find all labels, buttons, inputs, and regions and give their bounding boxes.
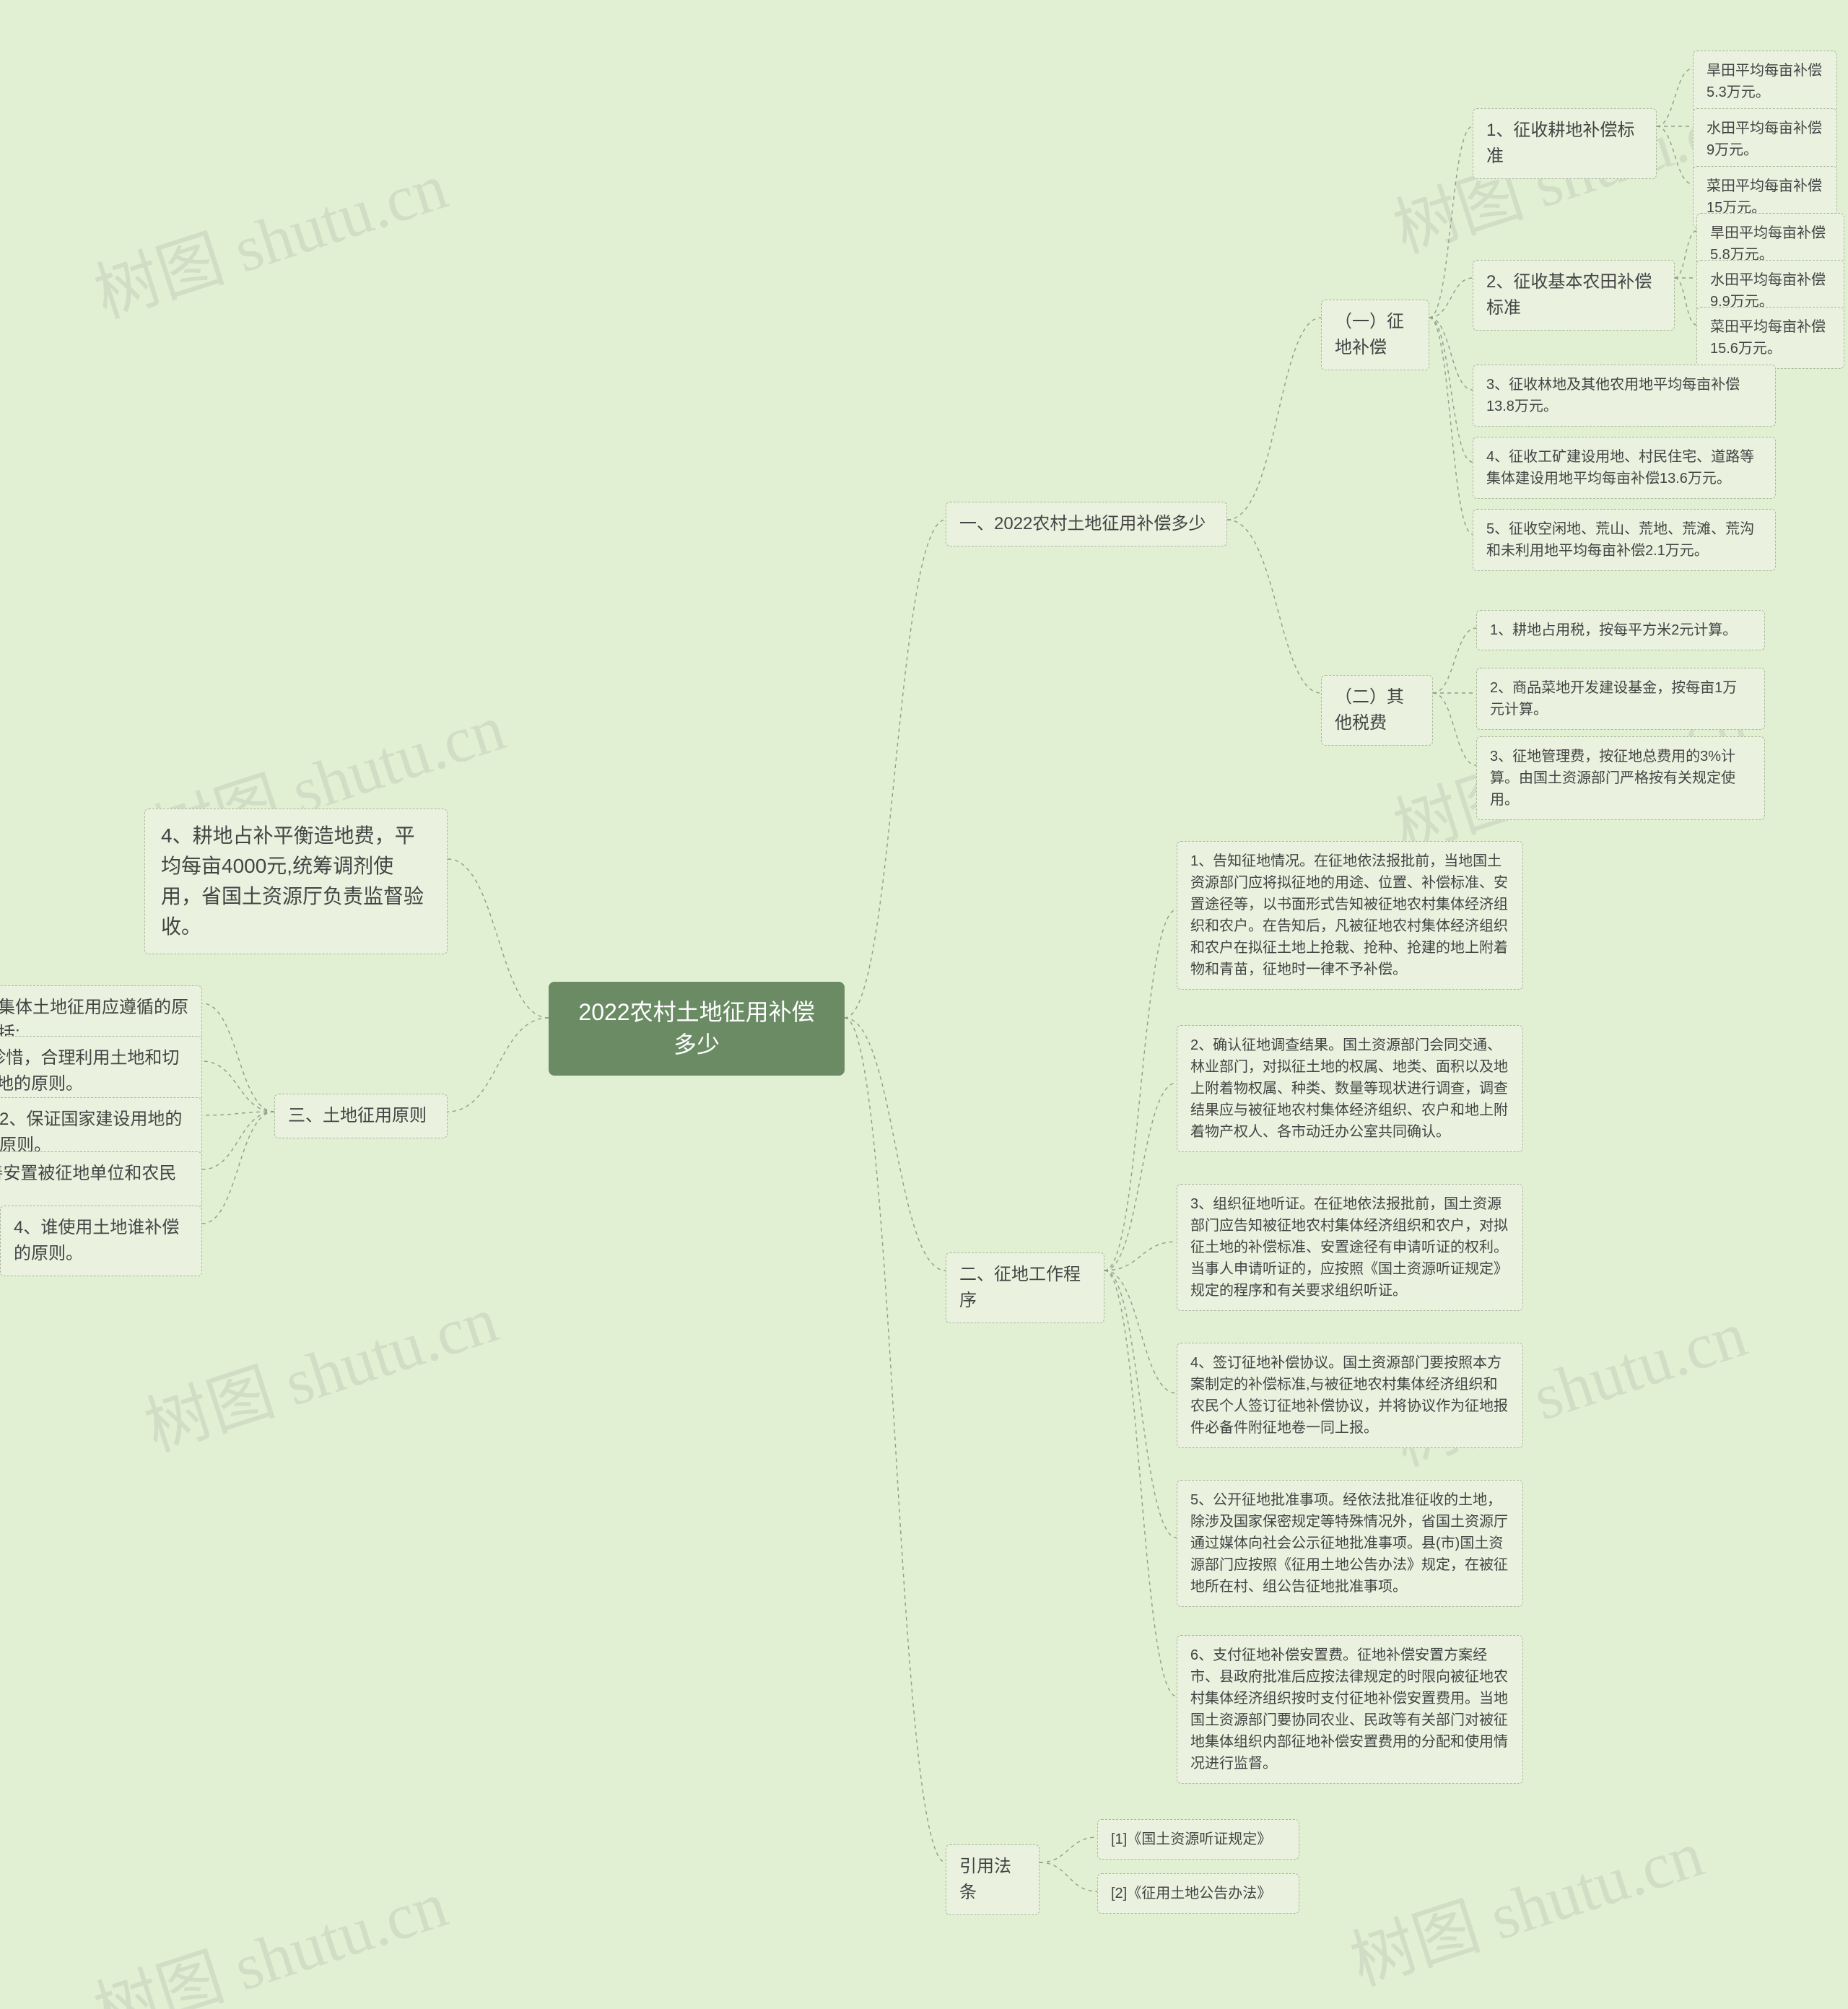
node-cite-2[interactable]: [2]《征用土地公告办法》 xyxy=(1097,1873,1299,1914)
node-s1-1-2-c[interactable]: 菜田平均每亩补偿15.6万元。 xyxy=(1696,307,1844,369)
watermark: 树图 shutu.cn xyxy=(81,1852,456,2009)
node-s3-4[interactable]: 4、谁使用土地谁补偿的原则。 xyxy=(0,1206,202,1276)
watermark: 树图 shutu.cn xyxy=(1337,1801,1712,2003)
node-s2[interactable]: 二、征地工作程序 xyxy=(946,1252,1104,1323)
node-s1-1-3[interactable]: 3、征收林地及其他农用地平均每亩补偿13.8万元。 xyxy=(1473,365,1776,427)
node-s3[interactable]: 三、土地征用原则 xyxy=(274,1094,448,1138)
node-s1-2-2[interactable]: 2、商品菜地开发建设基金，按每亩1万元计算。 xyxy=(1476,668,1765,730)
node-s1-1-4[interactable]: 4、征收工矿建设用地、村民住宅、道路等集体建设用地平均每亩补偿13.6万元。 xyxy=(1473,437,1776,499)
node-s2-1[interactable]: 1、告知征地情况。在征地依法报批前，当地国土资源部门应将拟征地的用途、位置、补偿… xyxy=(1177,841,1523,990)
node-cite-1[interactable]: [1]《国土资源听证规定》 xyxy=(1097,1819,1299,1860)
node-s2-3[interactable]: 3、组织征地听证。在征地依法报批前，国土资源部门应告知被征地农村集体经济组织和农… xyxy=(1177,1184,1523,1311)
node-s1-1-1[interactable]: 1、征收耕地补偿标准 xyxy=(1473,108,1657,179)
node-s2-4[interactable]: 4、签订征地补偿协议。国土资源部门要按照本方案制定的补偿标准,与被征地农村集体经… xyxy=(1177,1343,1523,1448)
watermark: 树图 shutu.cn xyxy=(131,1267,507,1469)
node-s1-1[interactable]: （一）征地补偿 xyxy=(1321,300,1429,370)
node-s1-1-1-a[interactable]: 旱田平均每亩补偿5.3万元。 xyxy=(1693,51,1837,113)
node-s1-2-1[interactable]: 1、耕地占用税，按每平方米2元计算。 xyxy=(1476,610,1765,650)
watermark: 树图 shutu.cn xyxy=(81,134,456,336)
node-s1-1-5[interactable]: 5、征收空闲地、荒山、荒地、荒滩、荒沟和未利用地平均每亩补偿2.1万元。 xyxy=(1473,509,1776,571)
node-s1-2[interactable]: （二）其他税费 xyxy=(1321,675,1433,746)
node-s1[interactable]: 一、2022农村土地征用补偿多少 xyxy=(946,502,1227,546)
node-s2-5[interactable]: 5、公开征地批准事项。经依法批准征收的土地，除涉及国家保密规定等特殊情况外，省国… xyxy=(1177,1480,1523,1607)
node-s1-2-3[interactable]: 3、征地管理费，按征地总费用的3%计算。由国土资源部门严格按有关规定使用。 xyxy=(1476,736,1765,820)
node-s2-2[interactable]: 2、确认征地调查结果。国土资源部门会同交通、林业部门，对拟征土地的权属、地类、面… xyxy=(1177,1025,1523,1152)
node-s1-extra4[interactable]: 4、耕地占补平衡造地费，平均每亩4000元,统筹调剂使用，省国土资源厅负责监督验… xyxy=(144,809,448,954)
node-s1-1-2[interactable]: 2、征收基本农田补偿标准 xyxy=(1473,260,1675,331)
node-cite[interactable]: 引用法条 xyxy=(946,1844,1040,1915)
root-node[interactable]: 2022农村土地征用补偿多少 xyxy=(549,982,845,1076)
node-s3-1[interactable]: 1、十分珍惜，合理利用土地和切实保护耕地的原则。 xyxy=(0,1036,202,1107)
node-s1-1-1-b[interactable]: 水田平均每亩补偿9万元。 xyxy=(1693,108,1837,170)
mindmap-canvas: 树图 shutu.cn 树图 shutu.cn 树图 shutu.cn 树图 s… xyxy=(0,0,1848,2009)
node-s2-6[interactable]: 6、支付征地补偿安置费。征地补偿安置方案经市、县政府批准后应按法律规定的时限向被… xyxy=(1177,1635,1523,1784)
